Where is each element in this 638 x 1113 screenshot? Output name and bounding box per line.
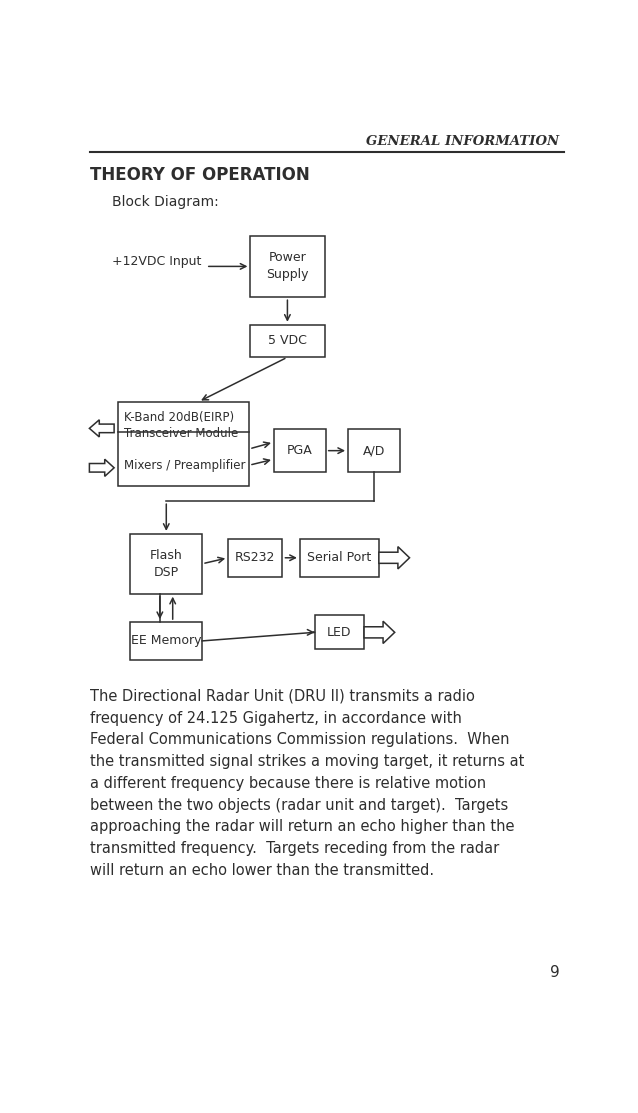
- Bar: [274, 430, 326, 472]
- Bar: [118, 402, 249, 485]
- Bar: [300, 539, 379, 577]
- Text: Serial Port: Serial Port: [308, 551, 371, 564]
- Text: EE Memory: EE Memory: [131, 634, 202, 648]
- Bar: [228, 539, 283, 577]
- Polygon shape: [364, 621, 395, 643]
- Text: GENERAL INFORMATION: GENERAL INFORMATION: [366, 135, 560, 148]
- Bar: [348, 430, 400, 472]
- Bar: [315, 615, 364, 650]
- Text: The Directional Radar Unit (DRU II) transmits a radio
frequency of 24.125 Gigahe: The Directional Radar Unit (DRU II) tran…: [89, 689, 524, 878]
- Polygon shape: [89, 420, 114, 437]
- Bar: [130, 622, 202, 660]
- Text: RS232: RS232: [235, 551, 276, 564]
- Text: +12VDC Input: +12VDC Input: [112, 255, 201, 268]
- Bar: [250, 236, 325, 297]
- Bar: [250, 325, 325, 357]
- Bar: [130, 534, 202, 593]
- Polygon shape: [379, 546, 410, 569]
- Text: K-Band 20dB(EIRP)
Transceiver Module: K-Band 20dB(EIRP) Transceiver Module: [124, 411, 238, 440]
- Text: Mixers / Preamplifier: Mixers / Preamplifier: [124, 460, 246, 472]
- Text: PGA: PGA: [287, 444, 313, 457]
- Text: Flash
DSP: Flash DSP: [150, 549, 182, 579]
- Text: Power
Supply: Power Supply: [266, 252, 309, 282]
- Text: 9: 9: [549, 965, 560, 981]
- Text: THEORY OF OPERATION: THEORY OF OPERATION: [89, 166, 309, 184]
- Text: Block Diagram:: Block Diagram:: [112, 195, 219, 209]
- Text: A/D: A/D: [363, 444, 385, 457]
- Polygon shape: [89, 460, 114, 476]
- Text: LED: LED: [327, 626, 352, 639]
- Text: 5 VDC: 5 VDC: [268, 334, 307, 347]
